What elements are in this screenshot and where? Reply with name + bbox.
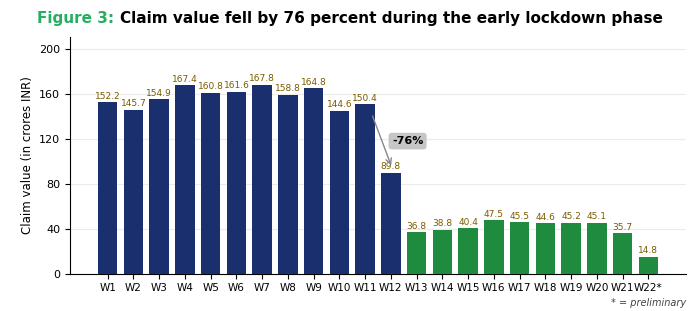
Bar	[201, 93, 220, 274]
Bar	[484, 220, 503, 274]
Text: 45.1: 45.1	[587, 212, 607, 221]
Text: 40.4: 40.4	[458, 217, 478, 226]
Bar	[587, 223, 606, 274]
Bar	[227, 92, 246, 274]
Text: 47.5: 47.5	[484, 210, 504, 219]
Bar	[98, 102, 118, 274]
Text: Claim value fell by 76 percent during the early lockdown phase: Claim value fell by 76 percent during th…	[120, 11, 663, 26]
Bar	[253, 85, 272, 274]
Text: 14.8: 14.8	[638, 246, 658, 255]
Text: 167.8: 167.8	[249, 74, 275, 83]
Bar	[304, 88, 323, 274]
Text: 89.8: 89.8	[381, 162, 401, 171]
Bar	[458, 228, 478, 274]
Text: Figure 3:: Figure 3:	[37, 11, 120, 26]
Bar	[510, 222, 529, 274]
Text: 36.8: 36.8	[407, 221, 427, 230]
Text: 154.9: 154.9	[146, 89, 172, 98]
Text: 45.2: 45.2	[561, 212, 581, 221]
Text: 35.7: 35.7	[612, 223, 633, 232]
Text: 144.6: 144.6	[327, 100, 352, 109]
Bar	[407, 232, 426, 274]
Bar	[638, 257, 658, 274]
Text: 45.5: 45.5	[510, 212, 530, 221]
Text: 152.2: 152.2	[94, 92, 120, 101]
Bar	[356, 104, 375, 274]
Bar	[150, 99, 169, 274]
Text: 150.4: 150.4	[352, 94, 378, 103]
Text: 158.8: 158.8	[275, 84, 301, 93]
Text: * = preliminary: * = preliminary	[611, 298, 686, 308]
Text: 44.6: 44.6	[536, 213, 555, 222]
Bar	[536, 224, 555, 274]
Bar	[330, 111, 349, 274]
Text: -76%: -76%	[392, 136, 424, 146]
Text: 161.6: 161.6	[223, 81, 249, 90]
Bar	[433, 230, 452, 274]
Text: 164.8: 164.8	[301, 77, 326, 86]
Bar	[613, 234, 632, 274]
Bar	[124, 110, 143, 274]
Text: 160.8: 160.8	[197, 82, 223, 91]
Bar	[382, 173, 400, 274]
Y-axis label: Claim value (in crores INR): Claim value (in crores INR)	[20, 77, 34, 234]
Bar	[561, 223, 581, 274]
Bar	[278, 95, 298, 274]
Bar	[175, 85, 195, 274]
Text: 38.8: 38.8	[433, 219, 452, 228]
Text: 145.7: 145.7	[120, 99, 146, 108]
Text: 167.4: 167.4	[172, 75, 198, 84]
